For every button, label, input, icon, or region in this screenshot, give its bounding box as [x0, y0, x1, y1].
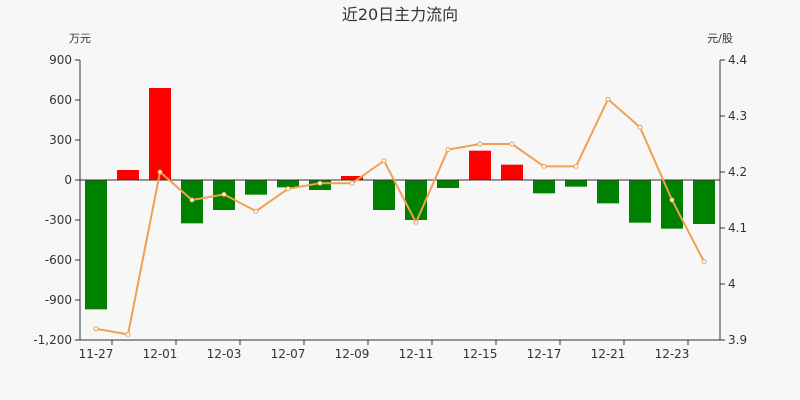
bar-12-14 — [437, 180, 459, 188]
bar-12-01 — [149, 88, 171, 180]
price-point-12-18 — [573, 163, 579, 169]
x-axis-tick-label: 12-03 — [207, 347, 242, 361]
x-axis-tick-label: 12-07 — [271, 347, 306, 361]
left-axis-tick-label: -600 — [45, 253, 72, 267]
left-axis-tick-label: 300 — [49, 133, 72, 147]
price-point-12-08 — [317, 180, 323, 186]
price-point-12-23 — [669, 197, 675, 203]
price-point-12-21 — [605, 96, 611, 102]
left-axis-tick-label: 600 — [49, 93, 72, 107]
price-point-12-24 — [701, 259, 707, 265]
right-axis-tick-label: 4.2 — [728, 165, 747, 179]
price-point-12-17 — [541, 163, 547, 169]
right-axis-tick-label: 4.1 — [728, 221, 747, 235]
bar-12-23 — [661, 180, 683, 229]
chart-title: 近20日主力流向 — [342, 5, 458, 24]
price-point-12-11 — [413, 219, 419, 225]
axes: 900 600 300 0 -300 -600 -900 -1,200 4.4 4.3 4.2 4.1… — [33, 53, 747, 361]
left-axis-tick-label: -300 — [45, 213, 72, 227]
bar-12-15 — [469, 150, 491, 180]
bar-series — [85, 88, 715, 310]
left-axis-tick-label: 0 — [64, 173, 72, 187]
bar-12-24 — [693, 180, 715, 224]
price-point-12-15 — [477, 141, 483, 147]
price-point-12-04 — [221, 191, 227, 197]
x-axis-tick-label: 12-01 — [143, 347, 178, 361]
bar-12-17 — [533, 180, 555, 194]
x-axis-tick-label: 12-21 — [591, 347, 626, 361]
price-point-12-07 — [285, 186, 291, 192]
bar-12-16 — [501, 164, 523, 180]
right-axis-unit: 元/股 — [707, 32, 733, 45]
price-point-12-05 — [253, 208, 259, 214]
bar-12-11 — [405, 180, 427, 220]
right-axis-tick-label: 4 — [728, 277, 736, 291]
price-line — [95, 97, 705, 336]
x-axis-tick-label: 12-15 — [463, 347, 498, 361]
price-point-12-14 — [445, 147, 451, 153]
price-point-12-16 — [509, 141, 515, 147]
price-point-12-10 — [381, 158, 387, 164]
left-axis-tick-label: -900 — [45, 293, 72, 307]
right-axis-tick-label: 4.3 — [728, 109, 747, 123]
x-axis-tick-label: 11-27 — [79, 347, 114, 361]
x-axis-tick-label: 12-17 — [527, 347, 562, 361]
bar-11-29 — [117, 170, 139, 180]
bar-11-27 — [85, 180, 107, 310]
bar-12-18 — [565, 180, 587, 187]
right-axis-tick-label: 3.9 — [728, 333, 747, 347]
bar-12-21 — [597, 180, 619, 204]
price-point-12-01 — [157, 169, 163, 175]
x-axis-tick-label: 12-11 — [399, 347, 434, 361]
price-point-11-29 — [125, 331, 131, 337]
bar-12-09 — [341, 176, 363, 180]
price-point-12-03 — [189, 197, 195, 203]
right-axis-tick-label: 4.4 — [728, 53, 747, 67]
bar-12-10 — [373, 180, 395, 210]
left-axis-tick-label: -1,200 — [33, 333, 72, 347]
bar-12-22 — [629, 180, 651, 223]
price-point-11-27 — [93, 326, 99, 332]
bar-12-07 — [277, 180, 299, 188]
price-line-series — [93, 96, 707, 337]
price-point-12-22 — [637, 124, 643, 130]
left-axis-tick-label: 900 — [49, 53, 72, 67]
left-axis-unit: 万元 — [69, 32, 91, 45]
bar-12-05 — [245, 180, 267, 195]
x-axis-tick-label: 12-23 — [655, 347, 690, 361]
price-point-12-09 — [349, 180, 355, 186]
x-axis-tick-label: 12-09 — [335, 347, 370, 361]
